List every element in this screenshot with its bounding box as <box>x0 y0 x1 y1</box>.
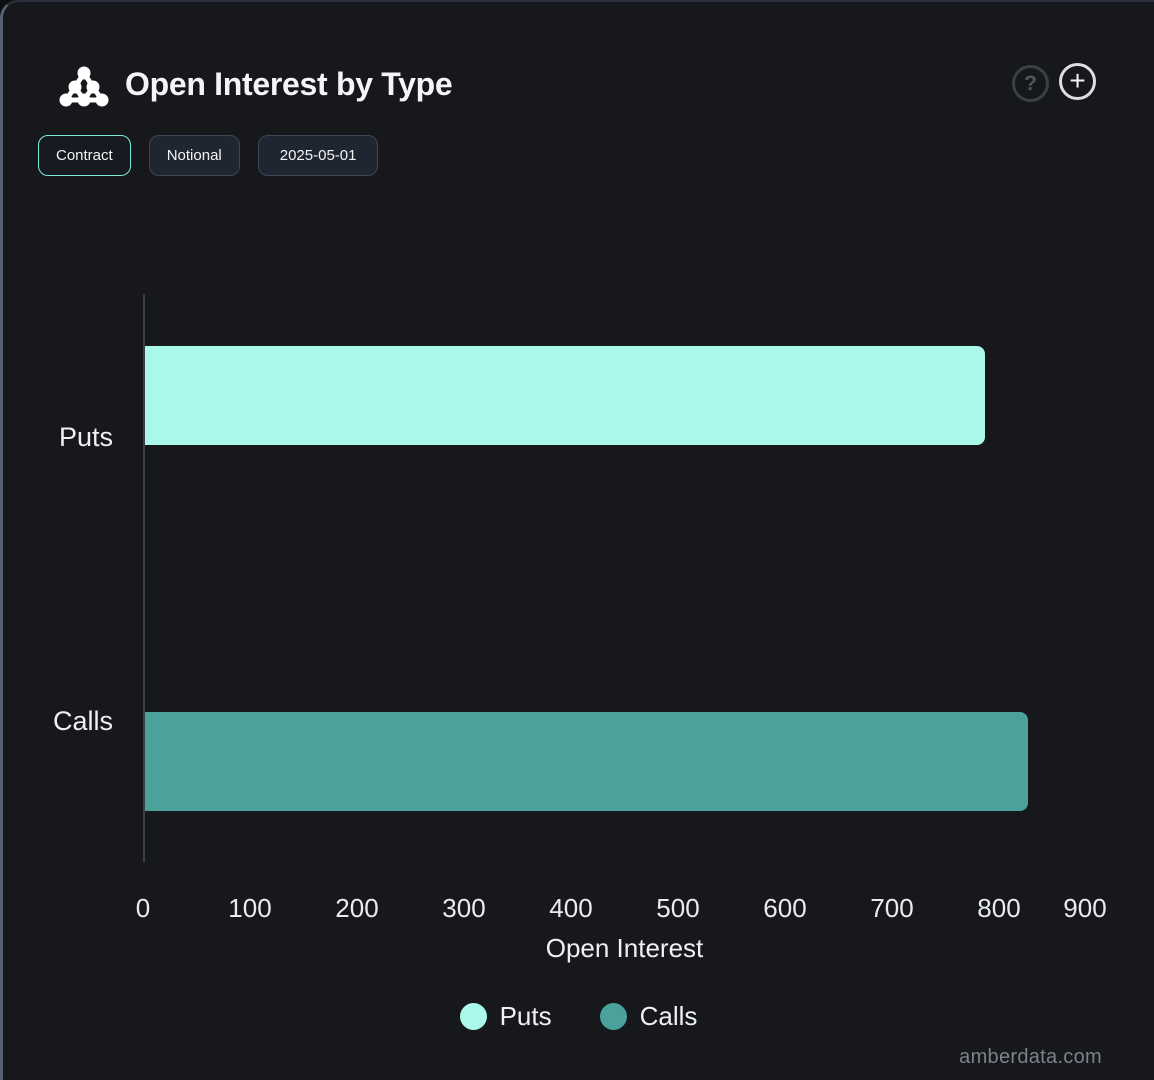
puts-bar <box>145 346 985 445</box>
legend-label: Puts <box>499 1001 552 1031</box>
y-tick-label-puts: Puts <box>58 422 113 452</box>
y-tick-label-calls: Calls <box>52 706 113 736</box>
legend-item-calls[interactable]: Calls <box>599 1001 698 1032</box>
x-tick-label: 300 <box>442 893 486 923</box>
question-mark-icon: ? <box>1024 71 1037 95</box>
date-selector-button[interactable]: 2025-05-01 <box>257 135 379 176</box>
x-tick-label: 0 <box>135 893 151 923</box>
x-tick-label: 500 <box>656 893 700 923</box>
legend-label: Calls <box>639 1001 698 1031</box>
contract-toggle-button[interactable]: Contract <box>38 135 131 176</box>
legend-item-puts[interactable]: Puts <box>459 1001 552 1032</box>
bar-chart: Puts Calls 0 100 200 300 400 500 600 700 800 900 … <box>3 2 1154 1080</box>
help-button[interactable]: ? <box>1012 65 1049 102</box>
add-button[interactable]: + <box>1059 63 1096 100</box>
amberdata-logo-icon <box>59 66 109 107</box>
x-tick-label: 100 <box>228 893 272 923</box>
plus-icon: + <box>1069 64 1086 96</box>
legend-swatch-icon <box>599 1003 627 1030</box>
calls-bar <box>145 712 1028 811</box>
notional-toggle-button[interactable]: Notional <box>148 135 240 176</box>
x-tick-label: 200 <box>335 893 379 923</box>
y-axis-line <box>143 294 145 862</box>
x-tick-label: 800 <box>977 893 1021 923</box>
chart-legend: Puts Calls <box>3 1001 1154 1032</box>
page-title: Open Interest by Type <box>125 66 453 102</box>
x-tick-label: 400 <box>549 893 593 923</box>
x-tick-label: 700 <box>870 893 914 923</box>
toolbar: Contract Notional 2025-05-01 <box>38 135 379 176</box>
legend-swatch-icon <box>459 1003 487 1030</box>
x-axis-title: Open Interest <box>545 933 704 963</box>
watermark: amberdata.com <box>959 1046 1102 1068</box>
x-tick-label: 900 <box>1063 893 1107 923</box>
x-tick-label: 600 <box>763 893 807 923</box>
